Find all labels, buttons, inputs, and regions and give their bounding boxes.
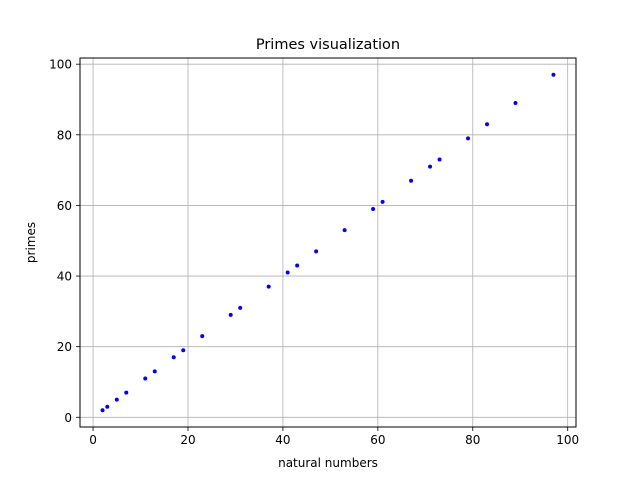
data-point xyxy=(485,122,490,127)
data-point xyxy=(428,164,433,169)
x-tick-label: 60 xyxy=(370,433,385,447)
data-point xyxy=(342,228,347,233)
data-point xyxy=(409,178,414,183)
data-point xyxy=(285,270,290,275)
data-point xyxy=(228,312,233,317)
data-point xyxy=(551,72,556,77)
data-point xyxy=(295,263,300,268)
y-axis-title: primes xyxy=(24,222,38,263)
data-point xyxy=(266,284,271,289)
y-tick-label: 40 xyxy=(57,270,72,284)
data-point xyxy=(143,376,148,381)
x-tick-label: 0 xyxy=(89,433,97,447)
x-tick-label: 40 xyxy=(275,433,290,447)
grid xyxy=(80,58,576,427)
data-points xyxy=(100,72,556,413)
data-point xyxy=(171,355,176,360)
y-tick-label: 0 xyxy=(64,411,72,425)
data-point xyxy=(513,101,518,106)
x-tick-label: 80 xyxy=(465,433,480,447)
data-point xyxy=(200,334,205,339)
data-point xyxy=(314,249,319,254)
data-point xyxy=(238,305,243,310)
data-point xyxy=(380,199,385,204)
data-point xyxy=(124,390,129,395)
data-point xyxy=(181,348,186,353)
data-point xyxy=(437,157,442,162)
data-point xyxy=(105,404,110,409)
x-tick-label: 100 xyxy=(556,433,579,447)
y-axis-ticks: 0 20 40 60 80 100 xyxy=(49,58,80,425)
data-point xyxy=(371,206,376,211)
y-tick-label: 20 xyxy=(57,340,72,354)
chart-title: Primes visualization xyxy=(256,37,400,53)
data-point xyxy=(152,369,157,374)
data-point xyxy=(100,408,105,413)
y-tick-label: 100 xyxy=(49,58,72,72)
y-tick-label: 60 xyxy=(57,199,72,213)
data-point xyxy=(114,397,119,402)
x-axis-title: natural numbers xyxy=(278,456,378,470)
data-point xyxy=(466,136,471,141)
x-axis-ticks: 0 20 40 60 80 100 xyxy=(89,427,579,447)
y-tick-label: 80 xyxy=(57,128,72,142)
x-tick-label: 20 xyxy=(180,433,195,447)
plot-frame xyxy=(79,57,577,428)
